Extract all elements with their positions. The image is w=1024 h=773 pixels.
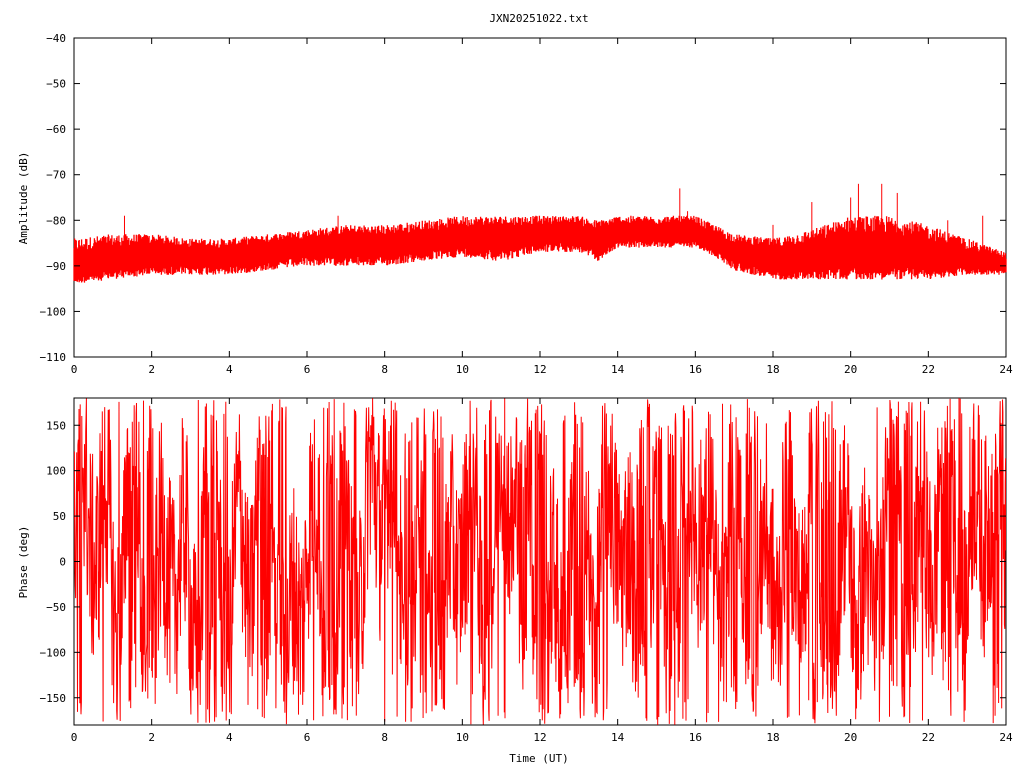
x-tick-label: 2 — [148, 363, 155, 376]
x-tick-label: 4 — [226, 731, 233, 744]
x-tick-label: 18 — [766, 363, 779, 376]
x-tick-label: 16 — [689, 363, 702, 376]
x-tick-label: 14 — [611, 363, 625, 376]
y-tick-label: −50 — [46, 601, 66, 614]
chart-title: JXN20251022.txt — [489, 12, 588, 25]
x-tick-label: 24 — [999, 363, 1013, 376]
y-tick-label: −70 — [46, 169, 66, 182]
phase-series — [74, 398, 1006, 725]
x-tick-label: 6 — [304, 731, 311, 744]
y-tick-label: −60 — [46, 123, 66, 136]
y-tick-label: −90 — [46, 260, 66, 273]
amplitude-trace — [73, 215, 1007, 283]
phase-y-axis-label: Phase (deg) — [17, 526, 30, 599]
x-tick-label: 22 — [922, 363, 935, 376]
y-tick-label: −40 — [46, 32, 66, 45]
x-tick-label: 6 — [304, 363, 311, 376]
x-tick-label: 10 — [456, 731, 469, 744]
y-tick-label: −100 — [40, 305, 67, 318]
x-tick-label: 2 — [148, 731, 155, 744]
phase-axes: 0 2 4 6 8 10 12 14 16 18 20 22 24−150−100−5005010015… — [40, 398, 1013, 744]
x-tick-label: 20 — [844, 363, 857, 376]
y-tick-label: 150 — [46, 419, 66, 432]
amplitude-series — [73, 183, 1007, 283]
phase-panel: 0 2 4 6 8 10 12 14 16 18 20 22 24−150−100−5005010015… — [17, 397, 1013, 765]
y-tick-label: −50 — [46, 78, 66, 91]
amplitude-panel: 0 2 4 6 8 10 12 14 16 18 20 22 24−110−100−90−80−70−6… — [17, 32, 1013, 376]
x-tick-label: 20 — [844, 731, 857, 744]
amplitude-y-axis-label: Amplitude (dB) — [17, 152, 30, 245]
time-x-axis-label: Time (UT) — [509, 752, 569, 765]
x-tick-label: 12 — [533, 731, 546, 744]
x-tick-label: 4 — [226, 363, 233, 376]
x-tick-label: 24 — [999, 731, 1013, 744]
x-tick-label: 22 — [922, 731, 935, 744]
x-tick-label: 18 — [766, 731, 779, 744]
x-tick-label: 16 — [689, 731, 702, 744]
x-tick-label: 12 — [533, 363, 546, 376]
y-tick-label: −150 — [40, 692, 67, 705]
x-tick-label: 8 — [381, 731, 388, 744]
y-tick-label: −100 — [40, 646, 67, 659]
y-tick-label: 100 — [46, 465, 66, 478]
x-tick-label: 0 — [71, 363, 78, 376]
amplitude-plot-frame — [73, 37, 1007, 358]
y-tick-label: −110 — [40, 351, 67, 364]
x-tick-label: 14 — [611, 731, 625, 744]
y-tick-label: 50 — [53, 510, 66, 523]
x-tick-label: 10 — [456, 363, 469, 376]
amplitude-axes: 0 2 4 6 8 10 12 14 16 18 20 22 24−110−100−90−80−70−6… — [40, 32, 1013, 376]
x-tick-label: 0 — [71, 731, 78, 744]
x-tick-label: 8 — [381, 363, 388, 376]
y-tick-label: −80 — [46, 214, 66, 227]
y-tick-label: 0 — [59, 556, 66, 569]
phase-trace — [74, 398, 1006, 725]
